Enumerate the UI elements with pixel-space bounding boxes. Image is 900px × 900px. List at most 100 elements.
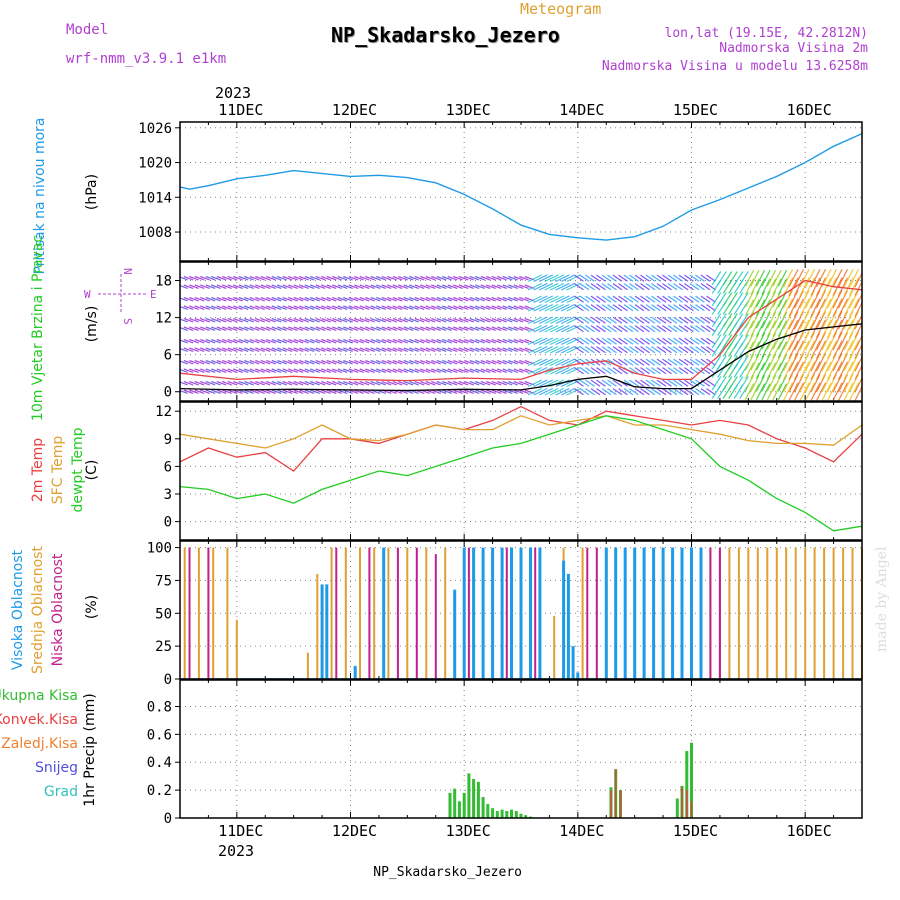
wind-arrow — [249, 389, 260, 394]
wind-arrow — [343, 296, 353, 302]
wind-arrow — [288, 380, 298, 386]
panel-frame-pressure — [179, 121, 863, 262]
credit-watermark: made by Angel — [874, 546, 890, 652]
wind-arrow — [282, 296, 293, 302]
wind-arrow — [640, 304, 650, 312]
wind-arrow — [793, 290, 805, 309]
wind-arrow — [579, 388, 590, 396]
wind-arrow — [480, 389, 491, 394]
wind-arrow — [555, 358, 570, 367]
wind-arrow — [354, 284, 364, 289]
bar-total-rain — [462, 792, 466, 818]
wind-arrow — [538, 337, 554, 346]
wind-arrow — [527, 366, 543, 375]
wind-arrow — [772, 278, 782, 295]
wind-arrow — [788, 353, 799, 372]
series-label-high-cloud: Visoka Oblacnost — [10, 549, 26, 670]
wind-arrow — [414, 305, 425, 310]
wind-arrow — [260, 368, 271, 373]
day-label-top: 12DEC — [332, 101, 377, 119]
wind-arrow — [755, 362, 766, 379]
wind-arrow — [651, 283, 661, 291]
bar-mid-cloud — [832, 547, 835, 679]
wind-arrow — [205, 317, 216, 323]
wind-arrow — [222, 359, 232, 365]
wind-arrow — [315, 284, 326, 289]
wind-arrow — [706, 337, 716, 345]
wind-arrow — [519, 338, 529, 344]
bar-mid-cloud — [344, 547, 347, 679]
wind-arrow — [612, 283, 623, 291]
day-label-top: 11DEC — [218, 101, 263, 119]
wind-arrow — [315, 347, 326, 352]
wind-arrow — [673, 379, 683, 387]
wind-arrow — [706, 304, 716, 312]
bar-total-rain — [519, 813, 523, 818]
wind-arrow — [359, 380, 370, 386]
wind-arrow — [480, 347, 491, 352]
wind-arrow — [656, 379, 667, 387]
wind-arrow — [491, 359, 502, 365]
wind-arrow — [343, 326, 353, 331]
wind-arrow — [183, 284, 194, 289]
wind-arrow — [180, 368, 188, 373]
wind-arrow — [508, 326, 518, 331]
wind-arrow — [684, 283, 694, 291]
bar-mid-cloud — [183, 547, 186, 679]
wind-arrow — [629, 388, 639, 396]
wind-arrow — [667, 388, 678, 396]
wind-arrow — [629, 337, 639, 345]
wind-arrow — [854, 280, 862, 296]
wind-arrow — [337, 296, 348, 302]
wind-arrow — [640, 325, 650, 333]
wind-arrow — [348, 389, 359, 394]
wind-arrow — [392, 284, 403, 289]
wind-arrow — [491, 380, 502, 386]
wind-arrow — [337, 275, 348, 281]
wind-arrow — [398, 380, 408, 386]
wind-arrow — [706, 325, 716, 333]
wind-arrow — [689, 358, 700, 366]
wind-arrow — [601, 379, 612, 387]
cloud-unit: (%) — [84, 595, 100, 619]
wind-arrow — [238, 380, 249, 386]
wind-arrow — [447, 296, 458, 302]
wind-arrow — [398, 305, 408, 310]
wind-arrow — [288, 389, 298, 394]
location-text: lon,lat (19.15E, 42.2812N) — [665, 26, 869, 41]
wind-arrow — [854, 292, 862, 309]
wind-arrow — [260, 347, 271, 352]
wind-arrow — [180, 297, 188, 302]
wind-arrow — [180, 276, 188, 281]
wind-arrow — [480, 275, 491, 281]
wind-arrow — [260, 275, 271, 281]
wind-arrow — [480, 317, 491, 323]
wind-arrow — [519, 284, 529, 289]
wind-arrow — [533, 303, 548, 312]
wind-arrow — [837, 269, 849, 288]
wind-arrow — [464, 317, 474, 323]
wind-arrow — [645, 367, 656, 375]
wind-arrow — [414, 359, 425, 365]
wind-arrow — [656, 295, 667, 303]
wind-arrow — [706, 283, 716, 291]
wind-arrow — [837, 374, 849, 393]
bar-total-rain — [505, 811, 509, 818]
wind-arrow — [684, 367, 694, 375]
wind-arrow — [244, 284, 254, 289]
wind-arrow — [189, 326, 199, 331]
wind-arrow — [843, 361, 854, 380]
wind-arrow — [761, 353, 771, 371]
wind-arrow — [755, 290, 766, 308]
wind-arrow — [277, 284, 287, 289]
wind-arrow — [343, 317, 353, 323]
wind-arrow — [527, 324, 543, 333]
bar-total-rain — [472, 779, 476, 818]
wind-arrow — [744, 353, 755, 371]
wind-arrow — [579, 274, 590, 282]
wind-arrow — [782, 298, 794, 317]
wind-arrow — [673, 283, 683, 291]
wind-arrow — [601, 367, 612, 375]
wind-arrow — [200, 380, 210, 386]
wind-arrow — [458, 380, 469, 386]
